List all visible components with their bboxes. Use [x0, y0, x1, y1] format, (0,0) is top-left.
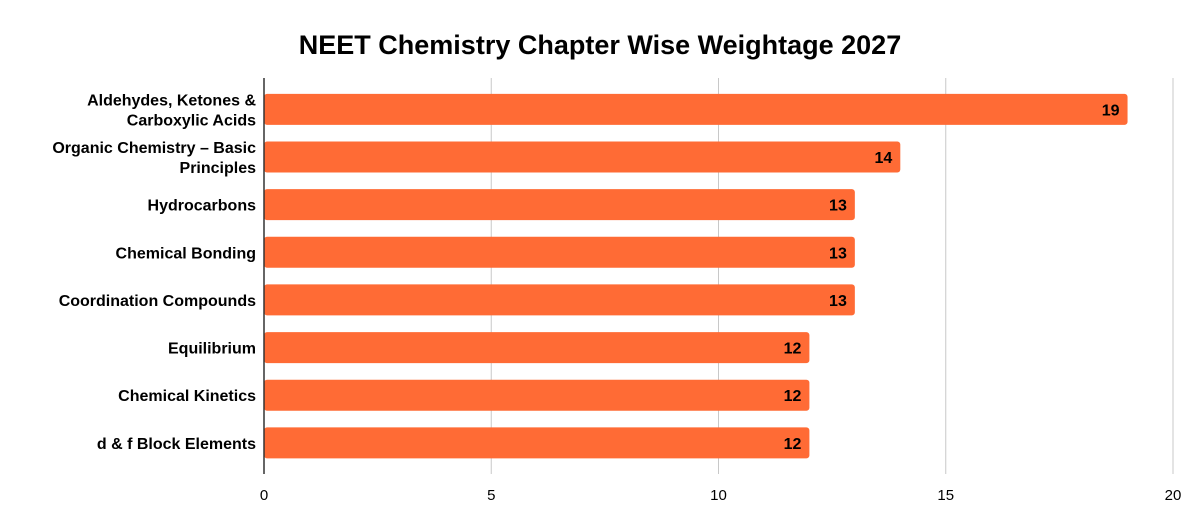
bar-5 [264, 332, 810, 364]
x-tick-label-15: 15 [937, 487, 954, 504]
category-label-1-line-1: Principles [180, 160, 257, 177]
bar-7 [264, 427, 810, 459]
data-label-0: 19 [1102, 102, 1120, 119]
category-label-7: d & f Block Elements [97, 436, 256, 453]
data-label-6: 12 [784, 388, 802, 405]
chart-title: NEET Chemistry Chapter Wise Weightage 20… [299, 30, 901, 60]
x-axis-ticks: 0 5 10 15 20 [260, 487, 1182, 504]
bar-6 [264, 379, 810, 411]
category-label-0-line-1: Carboxylic Acids [127, 112, 256, 129]
data-label-4: 13 [829, 293, 847, 310]
data-label-2: 13 [829, 198, 847, 215]
bars: 19 14 13 13 13 12 12 12 [264, 93, 1128, 459]
category-label-6: Chemical Kinetics [118, 388, 256, 405]
bar-3 [264, 236, 855, 268]
category-label-1-line-0: Organic Chemistry – Basic [52, 140, 256, 157]
x-tick-label-10: 10 [710, 487, 727, 504]
data-label-3: 13 [829, 245, 847, 262]
x-tick-label-5: 5 [487, 487, 495, 504]
gridlines [490, 78, 1174, 474]
bar-4 [264, 284, 855, 316]
category-label-4: Coordination Compounds [59, 293, 256, 310]
category-label-2: Hydrocarbons [148, 198, 257, 215]
bar-2 [264, 189, 855, 221]
bar-1 [264, 141, 901, 173]
bar-0 [264, 93, 1128, 125]
category-label-0-line-0: Aldehydes, Ketones & [87, 92, 256, 109]
category-label-5: Equilibrium [168, 341, 256, 358]
x-tick-label-0: 0 [260, 487, 268, 504]
data-label-5: 12 [784, 341, 802, 358]
x-tick-label-20: 20 [1165, 487, 1182, 504]
data-label-1: 14 [875, 150, 893, 167]
data-label-7: 12 [784, 436, 802, 453]
category-label-3: Chemical Bonding [116, 245, 256, 262]
category-labels: Aldehydes, Ketones & Carboxylic Acids Orga… [52, 92, 256, 453]
